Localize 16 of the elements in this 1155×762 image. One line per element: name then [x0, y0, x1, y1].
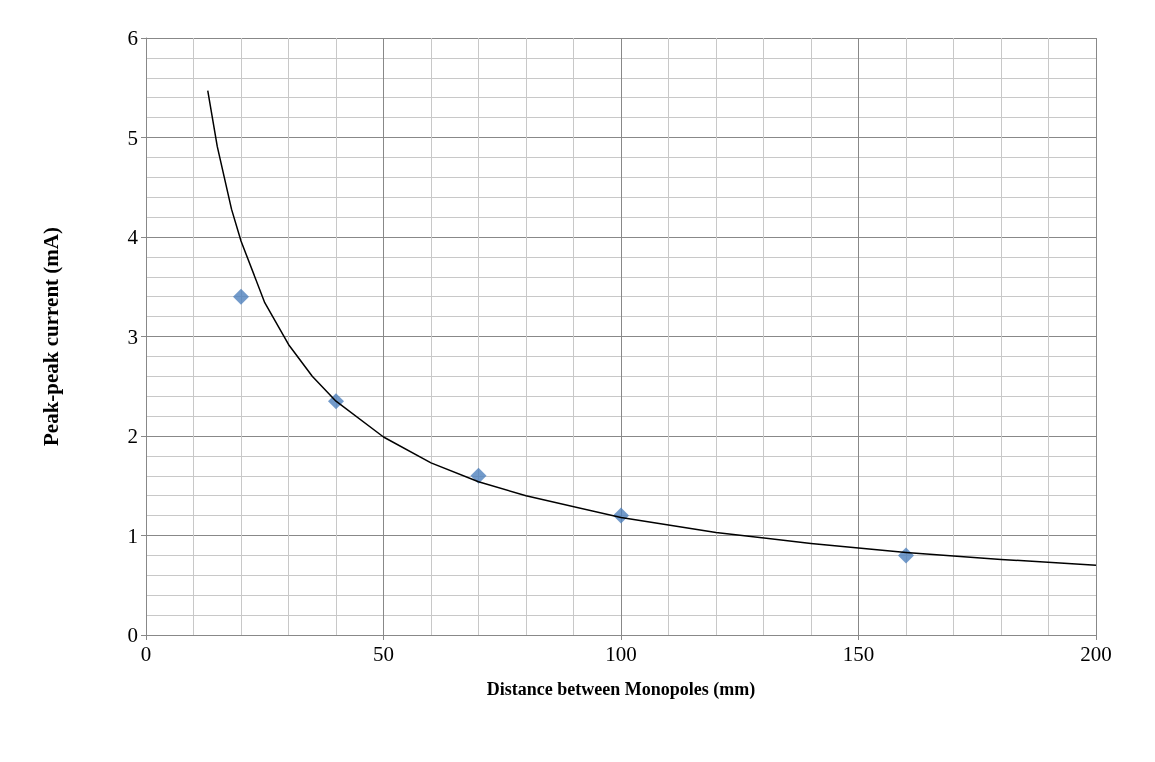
x-tick-label: 100 [605, 641, 637, 666]
point [233, 288, 249, 305]
x-tick-label: 200 [1080, 641, 1112, 666]
point [470, 467, 487, 484]
y-tick-label: 4 [127, 225, 139, 249]
y-tick-label: 2 [127, 424, 138, 448]
y-tick-label: 3 [127, 324, 138, 349]
y-axis-title: Peak-peak current (mA) [38, 227, 63, 446]
x-axis-title: Distance between Monopoles (mm) [486, 679, 756, 700]
y-tick-label: 6 [127, 26, 138, 50]
y-tick-label: 0 [127, 623, 138, 647]
y-tick-label: 5 [127, 125, 138, 150]
x-tick-label: 50 [373, 641, 394, 666]
line-series [207, 89, 1097, 567]
y-tick-label: 1 [127, 523, 138, 548]
x-tick-label: 150 [842, 641, 875, 666]
